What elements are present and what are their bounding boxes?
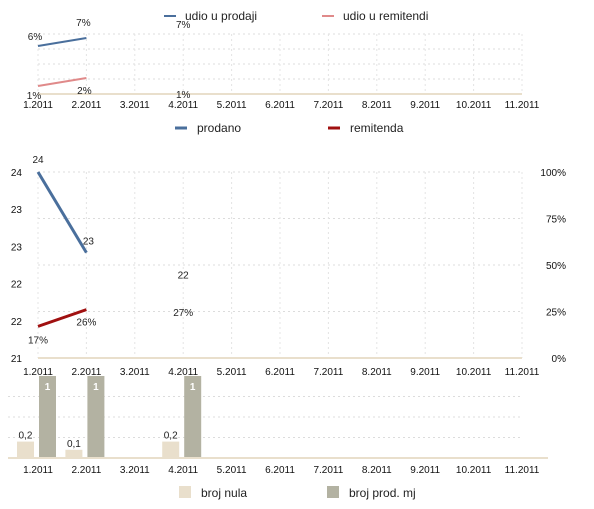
chart3-x-tick-label: 4.2011	[168, 465, 198, 476]
chart2-x-tick-label: 3.2011	[120, 367, 150, 378]
chart3-x-tick-label: 6.2011	[265, 465, 295, 476]
chart1-legend-label: udio u remitendi	[343, 9, 428, 23]
chart2-series-line	[36, 171, 88, 254]
chart3-x-tick-label: 8.2011	[362, 465, 392, 476]
chart3-x-tick-label: 1.2011	[23, 465, 53, 476]
chart2-left-tick-label: 22	[11, 280, 23, 291]
chart2-right-tick-label: 100%	[540, 168, 566, 179]
chart2-right-tick-label: 0%	[552, 354, 567, 365]
chart3-bar	[17, 441, 34, 458]
chart2-data-label: 26%	[76, 318, 96, 329]
chart3-bar-label: 1	[93, 382, 99, 393]
chart2-x-tick-label: 2.2011	[71, 367, 101, 378]
chart3-x-tick-label: 11.2011	[505, 465, 540, 476]
chart3-bar-label: 1	[190, 382, 196, 393]
chart1-x-tick-label: 10.2011	[456, 100, 492, 111]
chart2-series-line	[37, 308, 87, 328]
chart1-x-tick-label: 3.2011	[120, 100, 150, 111]
chart3-legend-label: broj prod. mj	[349, 486, 416, 500]
chart3-bar-label: 0,2	[19, 431, 33, 442]
chart1-extra-label: 1%	[176, 90, 191, 101]
chart1-x-tick-label: 4.2011	[168, 100, 198, 111]
chart2-x-tick-label: 4.2011	[168, 367, 198, 378]
chart2-left-tick-label: 24	[11, 168, 23, 179]
chart2-data-label: 24	[32, 155, 44, 166]
chart3-bar	[162, 441, 180, 458]
chart3-legend-swatch	[179, 486, 191, 498]
chart3-bar	[87, 376, 105, 458]
chart3-x-tick-label: 9.2011	[410, 465, 440, 476]
chart1-x-tick-label: 1.2011	[23, 100, 53, 111]
chart1-data-label: 1%	[27, 91, 42, 102]
chart3-legend-swatch	[327, 486, 339, 498]
chart2-x-tick-label: 11.2011	[505, 367, 540, 378]
chart2-left-tick-label: 22	[11, 317, 23, 328]
chart1-series-line	[37, 77, 87, 87]
chart3-bar-label: 1	[45, 382, 51, 393]
chart1-data-label: 2%	[77, 86, 92, 97]
chart3-x-tick-label: 5.2011	[217, 465, 247, 476]
chart2-right-tick-label: 50%	[546, 261, 566, 272]
chart2-x-tick-label: 10.2011	[456, 367, 492, 378]
chart1-legend-label: udio u prodaji	[185, 9, 257, 23]
chart3-x-tick-label: 3.2011	[120, 465, 150, 476]
chart2-x-tick-label: 1.2011	[23, 367, 53, 378]
chart2-left-tick-label: 21	[11, 354, 23, 365]
chart2-x-tick-label: 6.2011	[265, 367, 295, 378]
chart2-x-tick-label: 9.2011	[410, 367, 440, 378]
chart2-right-tick-label: 25%	[546, 308, 566, 319]
chart1-extra-label: 7%	[176, 20, 191, 31]
chart2-extra-label: 22	[178, 270, 190, 281]
chart3-bar	[184, 376, 202, 458]
chart2-x-tick-label: 8.2011	[362, 367, 392, 378]
chart3-x-tick-label: 10.2011	[456, 465, 492, 476]
chart1-x-tick-label: 5.2011	[217, 100, 247, 111]
chart2-right-tick-label: 75%	[546, 215, 566, 226]
chart2-data-label: 17%	[28, 335, 48, 346]
chart1-x-tick-label: 7.2011	[313, 100, 343, 111]
chart2-extra-label: 27%	[173, 308, 193, 319]
chart3-legend-label: broj nula	[201, 486, 247, 500]
chart1-data-label: 6%	[28, 32, 43, 43]
chart3-x-tick-label: 7.2011	[313, 465, 343, 476]
chart1-x-tick-label: 8.2011	[362, 100, 392, 111]
chart1-x-tick-label: 2.2011	[71, 100, 101, 111]
chart1-x-tick-label: 6.2011	[265, 100, 295, 111]
chart1-x-tick-label: 9.2011	[410, 100, 440, 111]
chart1-series-line	[37, 37, 87, 47]
chart1-x-tick-label: 11.2011	[505, 100, 540, 111]
chart2-legend-label: prodano	[197, 121, 241, 135]
chart3-bar-label: 0,2	[164, 431, 178, 442]
chart3-bar-label: 0,1	[67, 439, 81, 450]
chart1-data-label: 7%	[76, 18, 91, 29]
chart2-x-tick-label: 7.2011	[313, 367, 343, 378]
chart2-legend-label: remitenda	[350, 121, 404, 135]
chart2-left-tick-label: 23	[11, 242, 23, 253]
chart3-bar	[39, 376, 56, 458]
chart2-data-label: 23	[83, 237, 95, 248]
chart3-x-tick-label: 2.2011	[71, 465, 101, 476]
chart2-x-tick-label: 5.2011	[217, 367, 247, 378]
chart2-left-tick-label: 23	[11, 205, 23, 216]
chart3-bar	[65, 449, 83, 458]
